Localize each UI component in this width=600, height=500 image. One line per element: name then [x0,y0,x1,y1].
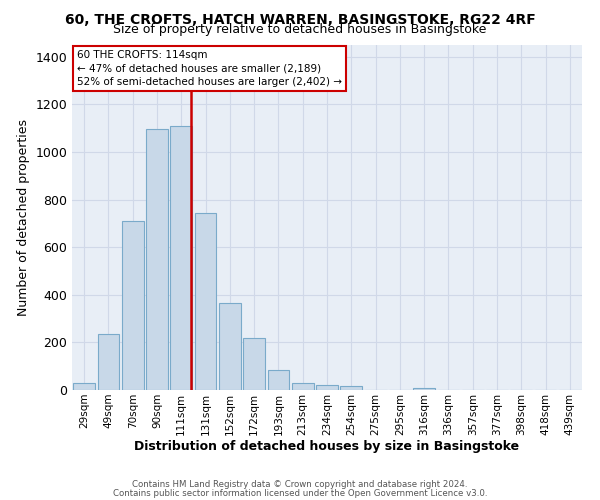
Bar [268,370,289,390]
Text: 60, THE CROFTS, HATCH WARREN, BASINGSTOKE, RG22 4RF: 60, THE CROFTS, HATCH WARREN, BASINGSTOK… [65,12,535,26]
Bar [219,303,241,390]
Text: Size of property relative to detached houses in Basingstoke: Size of property relative to detached ho… [113,22,487,36]
Y-axis label: Number of detached properties: Number of detached properties [17,119,30,316]
Bar [243,338,265,390]
Bar [413,388,435,390]
Bar [73,383,95,390]
Text: Contains public sector information licensed under the Open Government Licence v3: Contains public sector information licen… [113,488,487,498]
Text: 60 THE CROFTS: 114sqm
← 47% of detached houses are smaller (2,189)
52% of semi-d: 60 THE CROFTS: 114sqm ← 47% of detached … [77,50,342,86]
Text: Contains HM Land Registry data © Crown copyright and database right 2024.: Contains HM Land Registry data © Crown c… [132,480,468,489]
Bar [122,221,143,390]
Bar [97,334,119,390]
Bar [170,126,192,390]
Bar [292,383,314,390]
X-axis label: Distribution of detached houses by size in Basingstoke: Distribution of detached houses by size … [134,440,520,454]
Bar [316,385,338,390]
Bar [146,130,168,390]
Bar [340,386,362,390]
Bar [194,212,217,390]
